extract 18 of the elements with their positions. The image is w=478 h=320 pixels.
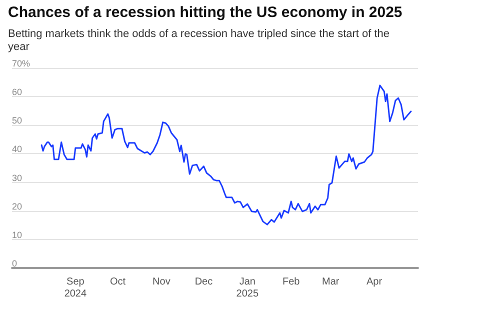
x-tick-label: Mar	[322, 276, 340, 288]
y-tick-label: 50	[12, 116, 22, 126]
x-tick-label: Sep 2024	[64, 276, 87, 300]
x-tick-label: Feb	[282, 276, 300, 288]
x-tick-label: Apr	[366, 276, 383, 288]
chart-title: Chances of a recession hitting the US economy in 2025	[8, 4, 402, 21]
x-tick-label: Jan 2025	[236, 276, 259, 300]
x-tick-label: Oct	[110, 276, 126, 288]
y-tick-label: 30	[12, 172, 22, 183]
y-tick-label: 20	[12, 201, 22, 212]
y-tick-label: 0	[12, 258, 18, 268]
x-tick-label: Dec	[194, 276, 213, 288]
y-tick-label: 40	[12, 144, 22, 154]
y-tick-label: 60	[12, 87, 22, 98]
chart-subtitle: Betting markets think the odds of a recession have tripled since the start of the year	[8, 28, 391, 54]
y-tick-label: 10	[12, 230, 22, 240]
y-tick-label: 70%	[12, 58, 30, 68]
x-tick-label: Nov	[152, 276, 170, 288]
